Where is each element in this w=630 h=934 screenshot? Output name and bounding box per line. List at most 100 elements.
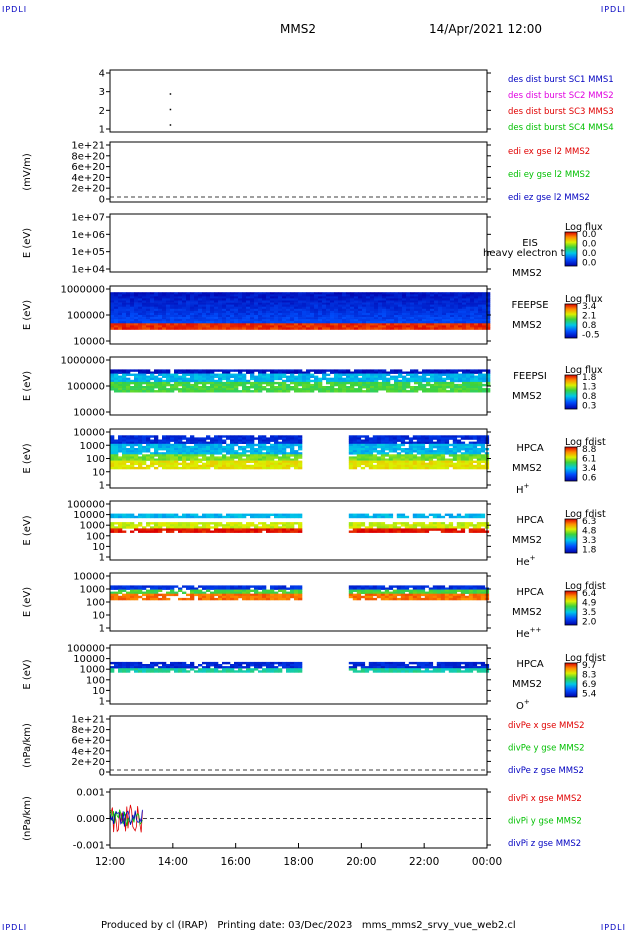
panel-7-heatmap-cell <box>262 522 267 525</box>
panel-6-heatmap-cell <box>468 441 474 444</box>
panel-4-heatmap-cell <box>478 310 483 314</box>
panel-4-heatmap-cell <box>278 312 283 316</box>
panel-5-heatmap-cell <box>414 386 419 389</box>
panel-4-heatmap-cell <box>170 310 175 314</box>
panel-5-heatmap-cell <box>150 381 155 385</box>
panel-6-heatmap-cell <box>226 460 231 463</box>
panel-4-heatmap-cell <box>410 327 415 330</box>
panel-8-heatmap-cell <box>190 589 195 592</box>
panel-4-heatmap-cell <box>454 292 459 295</box>
panel-7-heatmap-cell <box>356 526 362 529</box>
panel-5-heatmap-cell <box>374 379 379 383</box>
panel-6-heatmap-cell <box>290 435 295 438</box>
panel-8-heatmap-cell <box>210 593 215 597</box>
panel-6-heatmap-cell <box>202 441 207 444</box>
panel-4-heatmap-cell <box>334 325 339 328</box>
panel-4-heatmap-cell <box>358 296 363 299</box>
panel-4-heatmap-cell <box>454 304 459 307</box>
panel-6-heatmap-cell <box>290 464 295 468</box>
panel-6-heatmap-cell <box>348 456 354 459</box>
panel-6-heatmap-cell <box>456 464 462 468</box>
panel-5-heatmap-cell <box>114 381 119 385</box>
panel-5-heatmap-cell <box>278 386 283 389</box>
panel-6-heatmap-cell <box>368 452 374 455</box>
panel-6-heatmap-cell <box>396 435 402 438</box>
panel-4-heatmap-cell <box>430 302 435 305</box>
panel-6-heatmap-cell <box>190 435 195 438</box>
panel-4-heatmap-cell <box>318 298 323 301</box>
panel-4-heatmap-cell <box>242 321 247 324</box>
panel-6-heatmap-cell <box>424 441 430 444</box>
panel-4-heatmap-cell <box>154 315 159 318</box>
panel-4-heatmap-cell <box>218 319 223 322</box>
panel-4-heatmap-cell <box>234 294 239 297</box>
panel-7-heatmap-cell <box>464 515 470 519</box>
panel-6-heatmap-cell <box>452 464 458 468</box>
panel-4-heatmap-cell <box>358 308 363 312</box>
panel-4-heatmap-cell <box>250 304 255 307</box>
panel-4-heatmap-cell <box>478 319 483 322</box>
panel-5-heatmap-cell <box>230 375 235 378</box>
panel-7-heatmap-cell <box>182 528 187 531</box>
panel-4-heatmap-cell <box>290 315 295 318</box>
panel-8-heatmap-cell <box>476 595 482 599</box>
panel-8-heatmap-cell <box>254 589 259 592</box>
panel-8-heatmap-cell <box>222 591 227 594</box>
panel-4-heatmap-cell <box>314 327 319 330</box>
panel-7-heatmap-cell <box>170 526 175 529</box>
panel-5-heatmap-cell <box>394 377 399 381</box>
panel-8-heatmap-cell <box>258 595 263 599</box>
panel-7-heatmap-cell <box>210 526 215 529</box>
panel-4-heatmap-cell <box>158 312 163 316</box>
panel-4-heatmap-cell <box>410 315 415 318</box>
panel-8-heatmap-cell <box>110 591 115 594</box>
panel-8-heatmap-cell <box>234 597 239 601</box>
panel-5-heatmap-cell <box>486 377 491 381</box>
panel-4-heatmap-cell <box>234 292 239 295</box>
panel-6-heatmap-cell <box>376 464 382 468</box>
panel-4-heatmap-cell <box>190 315 195 318</box>
panel-5-heatmap-cell <box>418 375 423 378</box>
panel-5-heatmap-cell <box>158 371 163 374</box>
panel-6-heatmap-cell <box>448 450 454 453</box>
panel-1-data-point <box>169 108 172 111</box>
panel-4-heatmap-cell <box>286 312 291 316</box>
panel-6-heatmap-cell <box>396 456 402 459</box>
panel-8-heatmap-cell <box>206 589 211 592</box>
panel-5-heatmap-cell <box>114 375 119 378</box>
panel-5-heatmap-cell <box>334 381 339 385</box>
panel-4-heatmap-cell <box>250 302 255 305</box>
panel-5-heatmap-cell <box>270 377 275 381</box>
panel-5-heatmap-cell <box>218 381 223 385</box>
panel-5-heatmap-cell <box>306 373 311 376</box>
panel-5-heatmap-cell <box>386 379 391 383</box>
panel-4-heatmap-cell <box>318 312 323 316</box>
panel-5-heatmap-cell <box>214 388 219 391</box>
panel-5-heatmap-cell <box>206 388 211 391</box>
panel-6-heatmap-cell <box>234 452 239 455</box>
panel-7-heatmap-cell <box>480 524 486 527</box>
panel-5-heatmap-cell <box>486 379 491 383</box>
panel-6-heatmap-cell <box>372 448 378 451</box>
panel-4-heatmap-cell <box>390 294 395 297</box>
panel-4-heatmap-cell <box>382 298 387 301</box>
panel-5-heatmap-cell <box>334 375 339 378</box>
panel-4-heatmap-cell <box>194 306 199 310</box>
panel-4-heatmap-cell <box>214 327 219 330</box>
panel-5-heatmap-cell <box>166 381 171 385</box>
panel-7-heatmap-cell <box>190 528 195 531</box>
panel-4-heatmap-cell <box>438 323 443 326</box>
panel-5-heatmap-cell <box>158 377 163 381</box>
panel-4-heatmap-cell <box>110 300 115 303</box>
panel-7-heatmap-cell <box>356 528 362 531</box>
panel-4-heatmap-cell <box>134 294 139 297</box>
panel-4-heatmap-cell <box>322 308 327 312</box>
panel-5-heatmap-cell <box>294 386 299 389</box>
panel-8-heatmap-cell <box>274 595 279 599</box>
panel-4-heatmap-cell <box>146 308 151 312</box>
panel-4-heatmap-cell <box>162 325 167 328</box>
panel-4-heatmap-cell <box>378 310 383 314</box>
panel-5-heatmap-cell <box>206 377 211 381</box>
panel-8-heatmap-cell <box>428 595 434 599</box>
panel-7-heatmap-cell <box>356 530 362 533</box>
